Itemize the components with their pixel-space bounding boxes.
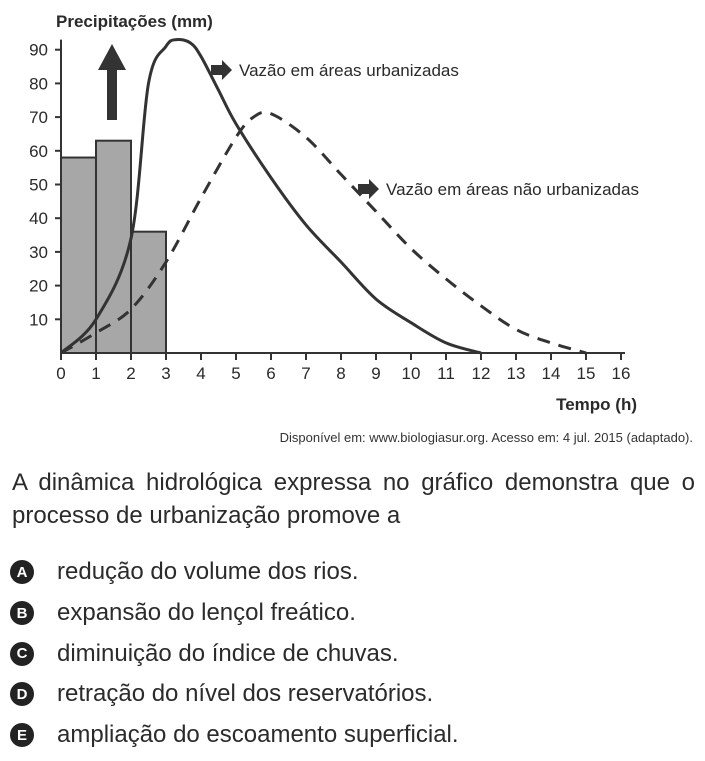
x-tick-label-8: 8	[336, 364, 345, 383]
x-tick-label-4: 4	[196, 364, 205, 383]
option-c-text: diminuição do índice de chuvas.	[57, 639, 399, 667]
x-tick-label-13: 13	[507, 364, 526, 383]
y-tick-label-50: 50	[29, 176, 48, 195]
x-tick-label-6: 6	[266, 364, 275, 383]
nonurban-flow-curve	[60, 110, 587, 355]
precipitation-bar-0	[60, 156, 97, 354]
x-tick-label-16: 16	[612, 364, 631, 383]
answer-options: A redução do volume dos rios. B expansão…	[10, 552, 459, 755]
x-tick-label-3: 3	[161, 364, 170, 383]
y-axis-label: Precipitações (mm)	[56, 12, 213, 31]
option-d[interactable]: D retração do nível dos reservatórios.	[10, 674, 459, 715]
annotation-urban: Vazão em áreas urbanizadas	[239, 61, 459, 80]
question-text: A dinâmica hidrológica expressa no gráfi…	[12, 469, 695, 529]
x-tick-label-10: 10	[402, 364, 421, 383]
option-a-text: redução do volume dos rios.	[57, 558, 359, 586]
annotation-nonurban: Vazão em áreas não urbanizadas	[386, 180, 639, 199]
option-b[interactable]: B expansão do lençol freático.	[10, 593, 459, 634]
source-citation: Disponível em: www.biologiasur.org. Aces…	[279, 430, 693, 445]
precipitation-bar-2	[130, 230, 167, 354]
precipitation-bar-1	[95, 139, 132, 354]
annotation-urban-arrow-icon	[211, 60, 232, 80]
y-tick-label-70: 70	[29, 108, 48, 127]
x-tick-label-2: 2	[126, 364, 135, 383]
option-c[interactable]: C diminuição do índice de chuvas.	[10, 633, 459, 674]
option-a-badge: A	[10, 560, 34, 585]
option-e-text: ampliação do escoamento superficial.	[57, 721, 459, 749]
option-b-text: expansão do lençol freático.	[57, 599, 356, 627]
y-tick-label-90: 90	[29, 41, 48, 60]
y-tick-label-80: 80	[29, 74, 48, 93]
x-tick-label-1: 1	[91, 364, 100, 383]
option-c-badge: C	[10, 641, 34, 666]
x-tick-label-12: 12	[472, 364, 491, 383]
y-tick-label-40: 40	[29, 209, 48, 228]
x-tick-label-14: 14	[542, 364, 561, 383]
option-d-badge: D	[10, 682, 34, 707]
option-b-badge: B	[10, 601, 34, 626]
y-tick-label-30: 30	[29, 243, 48, 262]
y-tick-label-60: 60	[29, 142, 48, 161]
x-tick-label-0: 0	[56, 364, 65, 383]
option-e[interactable]: E ampliação do escoamento superficial.	[10, 715, 459, 756]
y-tick-label-10: 10	[29, 310, 48, 329]
x-tick-label-9: 9	[371, 364, 380, 383]
urban-flow-curve	[59, 37, 482, 355]
increase-arrow-icon	[98, 44, 126, 120]
x-axis-label: Tempo (h)	[556, 395, 637, 414]
y-tick-label-20: 20	[29, 277, 48, 296]
option-a[interactable]: A redução do volume dos rios.	[10, 552, 459, 593]
annotation-nonurban-arrow-icon	[358, 179, 379, 199]
x-tick-label-11: 11	[437, 364, 455, 383]
option-e-badge: E	[10, 723, 34, 748]
x-tick-label-15: 15	[577, 364, 596, 383]
x-tick-label-7: 7	[301, 364, 310, 383]
option-d-text: retração do nível dos reservatórios.	[57, 680, 434, 708]
x-tick-label-5: 5	[231, 364, 240, 383]
